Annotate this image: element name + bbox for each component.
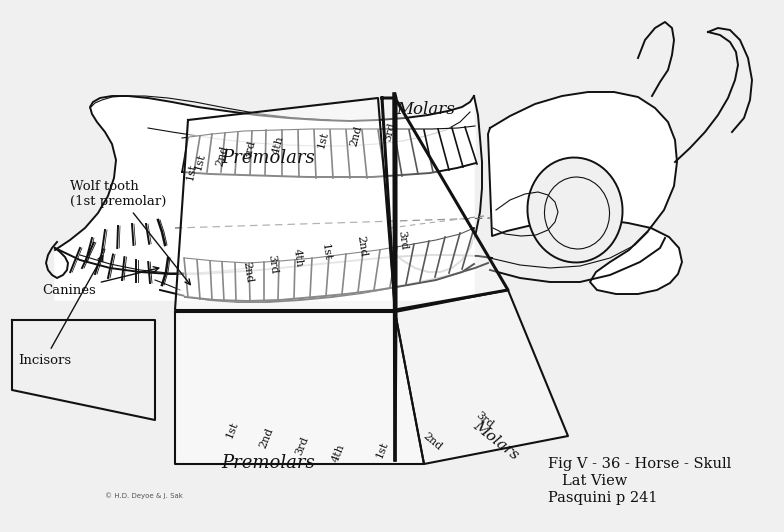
Text: 1st: 1st — [185, 162, 198, 181]
Ellipse shape — [528, 157, 622, 262]
Text: Pasquini p 241: Pasquini p 241 — [548, 491, 658, 505]
Polygon shape — [382, 98, 508, 310]
Text: 1st: 1st — [193, 152, 207, 172]
Text: Canines: Canines — [42, 267, 159, 296]
Text: 4th: 4th — [330, 443, 347, 463]
Text: 3rd: 3rd — [294, 435, 310, 457]
Polygon shape — [488, 92, 682, 294]
Text: 4th: 4th — [270, 135, 285, 155]
Polygon shape — [175, 312, 424, 464]
Polygon shape — [395, 290, 568, 464]
Text: 1st: 1st — [316, 130, 330, 149]
Text: Incisors: Incisors — [18, 256, 103, 367]
Text: Molars: Molars — [470, 418, 521, 462]
Text: 2nd: 2nd — [257, 426, 274, 450]
Text: 2nd: 2nd — [356, 235, 368, 257]
Text: 4th: 4th — [292, 248, 304, 268]
Polygon shape — [185, 228, 474, 301]
Text: 2nd: 2nd — [420, 431, 444, 453]
Text: 2nd: 2nd — [241, 261, 255, 283]
Text: Wolf tooth
(1st premolar): Wolf tooth (1st premolar) — [70, 180, 191, 285]
Text: Fig V - 36 - Horse - Skull: Fig V - 36 - Horse - Skull — [548, 457, 731, 471]
Text: 3rd: 3rd — [396, 230, 408, 251]
Text: 3rd: 3rd — [383, 121, 397, 143]
Polygon shape — [55, 96, 474, 300]
Text: © H.D. Deyoe & J. Sak: © H.D. Deyoe & J. Sak — [105, 492, 183, 499]
Text: 1st: 1st — [224, 420, 240, 440]
Polygon shape — [182, 126, 476, 177]
Text: Lat View: Lat View — [562, 474, 627, 488]
Text: 1st: 1st — [320, 243, 332, 261]
Text: Molars: Molars — [396, 102, 455, 119]
Polygon shape — [175, 98, 395, 310]
Text: 3rd: 3rd — [266, 254, 278, 275]
Text: Premolars: Premolars — [221, 149, 315, 167]
Text: 3rd: 3rd — [242, 139, 257, 161]
Text: 2nd: 2nd — [348, 124, 364, 147]
Text: 1st: 1st — [374, 440, 390, 460]
Text: 2nd: 2nd — [214, 144, 230, 168]
Text: 3rd: 3rd — [474, 410, 495, 430]
Text: Premolars: Premolars — [221, 454, 315, 472]
